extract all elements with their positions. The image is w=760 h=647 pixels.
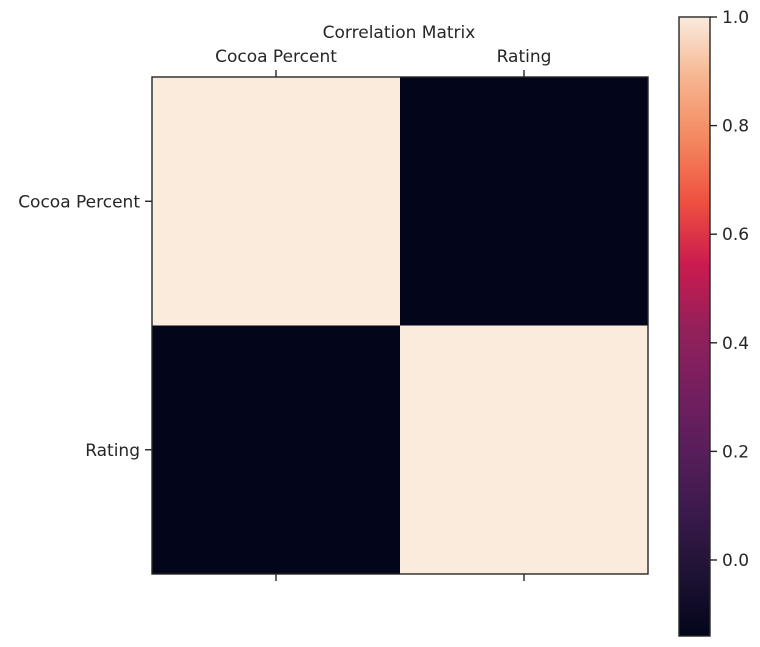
colorbar-tick-label: 0.8	[722, 117, 749, 137]
heatmap-cell	[400, 325, 649, 575]
y-tick-label: Rating	[85, 441, 140, 461]
colorbar	[678, 16, 711, 637]
y-tick-label: Cocoa Percent	[18, 192, 140, 212]
x-tick-label: Rating	[497, 47, 552, 67]
heatmap-cells	[152, 77, 649, 575]
colorbar-tick-label: 0.2	[722, 442, 749, 462]
colorbar-tick-label: 1.0	[722, 8, 749, 28]
heatmap-cell	[400, 77, 649, 326]
chart-title: Correlation Matrix	[323, 23, 476, 43]
heatmap-cell	[152, 77, 401, 326]
y-axis-ticks: Cocoa Percent Rating	[18, 192, 152, 461]
heatmap-cell	[152, 325, 401, 575]
colorbar-tick-label: 0.0	[722, 551, 749, 571]
colorbar-tick-label: 0.4	[722, 334, 749, 354]
colorbar-ticks: 0.0 0.2 0.4 0.6 0.8 1.0	[710, 8, 749, 571]
x-tick-label: Cocoa Percent	[215, 47, 337, 67]
x-axis-ticks: Cocoa Percent Rating	[215, 47, 551, 581]
colorbar-tick-label: 0.6	[722, 225, 749, 245]
plot-frame	[151, 76, 649, 575]
